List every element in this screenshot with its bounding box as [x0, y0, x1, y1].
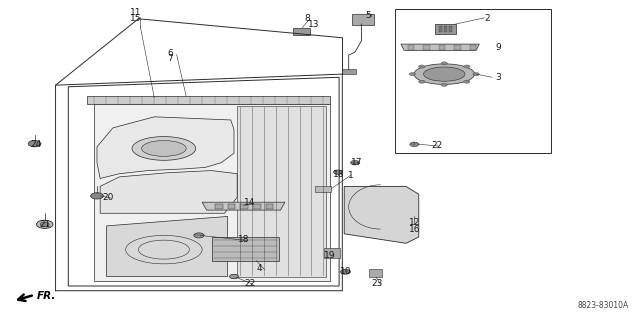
- Circle shape: [409, 72, 415, 76]
- Circle shape: [36, 220, 53, 228]
- Circle shape: [194, 233, 204, 238]
- Text: 22: 22: [244, 279, 255, 288]
- Text: 22: 22: [431, 141, 443, 150]
- Bar: [228, 204, 236, 210]
- Circle shape: [340, 269, 351, 274]
- Bar: [449, 26, 452, 33]
- Polygon shape: [202, 202, 285, 210]
- Bar: [266, 204, 273, 210]
- Text: 8823-83010A: 8823-83010A: [578, 301, 629, 310]
- Bar: [215, 204, 223, 210]
- Text: 19: 19: [324, 251, 336, 260]
- Bar: [439, 45, 445, 50]
- Text: 17: 17: [351, 158, 363, 167]
- Text: 8: 8: [305, 14, 310, 23]
- Ellipse shape: [424, 67, 465, 81]
- Circle shape: [28, 141, 41, 147]
- Polygon shape: [237, 106, 326, 277]
- Circle shape: [419, 65, 425, 68]
- Text: 1: 1: [348, 171, 353, 180]
- Polygon shape: [94, 104, 330, 281]
- Text: FR.: FR.: [37, 291, 56, 301]
- Text: 4: 4: [257, 264, 262, 273]
- FancyBboxPatch shape: [324, 249, 340, 258]
- Text: 14: 14: [244, 198, 255, 207]
- Text: 20: 20: [103, 193, 114, 202]
- Text: 11: 11: [129, 8, 141, 17]
- Bar: [408, 45, 414, 50]
- Circle shape: [410, 142, 419, 146]
- FancyBboxPatch shape: [342, 69, 356, 74]
- Circle shape: [351, 160, 360, 165]
- Text: 24: 24: [31, 140, 42, 149]
- Bar: [241, 204, 248, 210]
- Bar: [88, 96, 330, 104]
- Polygon shape: [106, 216, 228, 277]
- Bar: [444, 26, 447, 33]
- Text: 9: 9: [495, 43, 501, 52]
- Text: 12: 12: [408, 218, 420, 227]
- Ellipse shape: [141, 141, 186, 156]
- Polygon shape: [212, 237, 278, 261]
- Circle shape: [40, 222, 49, 226]
- FancyBboxPatch shape: [369, 269, 382, 277]
- Bar: [438, 26, 442, 33]
- Text: 21: 21: [39, 220, 51, 229]
- Text: 18: 18: [238, 235, 250, 244]
- Text: 3: 3: [495, 73, 501, 82]
- Circle shape: [91, 193, 103, 199]
- Bar: [454, 45, 461, 50]
- Ellipse shape: [132, 137, 196, 160]
- Circle shape: [441, 62, 447, 65]
- Circle shape: [419, 80, 425, 83]
- Bar: [315, 186, 331, 192]
- Polygon shape: [100, 171, 237, 213]
- Circle shape: [333, 170, 342, 174]
- Circle shape: [463, 80, 470, 83]
- Text: 23: 23: [372, 279, 383, 288]
- Circle shape: [441, 83, 447, 86]
- Text: 15: 15: [129, 14, 141, 23]
- Polygon shape: [97, 117, 234, 178]
- Polygon shape: [344, 186, 419, 243]
- Polygon shape: [401, 44, 479, 50]
- Text: 2: 2: [484, 14, 490, 23]
- Text: 16: 16: [408, 225, 420, 234]
- Bar: [253, 204, 260, 210]
- FancyBboxPatch shape: [435, 25, 456, 33]
- Circle shape: [230, 274, 239, 279]
- Text: 5: 5: [365, 11, 371, 20]
- Text: 10: 10: [340, 267, 351, 276]
- Circle shape: [463, 65, 470, 68]
- Text: 18: 18: [333, 170, 345, 179]
- Text: 6: 6: [168, 49, 173, 58]
- Ellipse shape: [414, 64, 474, 85]
- Bar: [395, 9, 551, 153]
- FancyBboxPatch shape: [352, 14, 374, 25]
- Text: 13: 13: [308, 20, 319, 29]
- FancyBboxPatch shape: [292, 28, 310, 35]
- Bar: [424, 45, 430, 50]
- Text: 7: 7: [168, 55, 173, 63]
- Bar: [470, 45, 476, 50]
- Circle shape: [473, 72, 479, 76]
